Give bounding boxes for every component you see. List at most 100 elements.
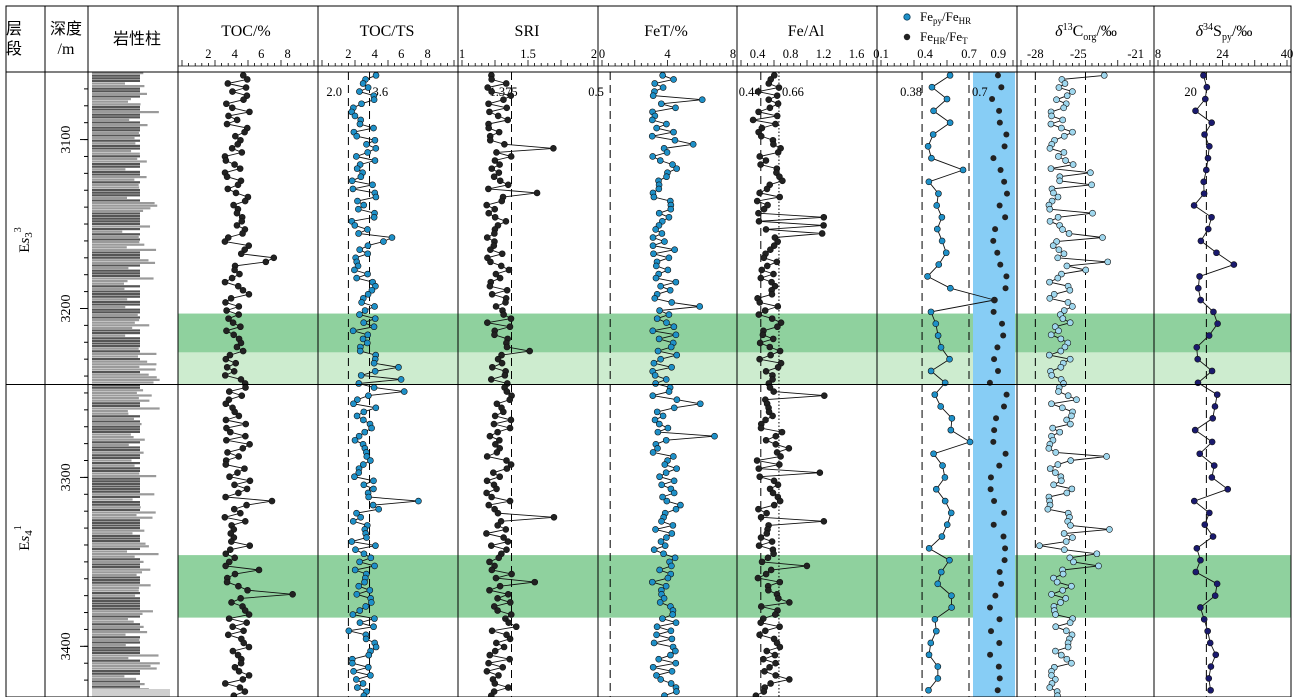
data-point-fe_spec	[937, 403, 945, 410]
lithology-layer	[92, 87, 140, 90]
data-point-fe_al	[756, 339, 764, 347]
data-point-d13c	[1036, 542, 1043, 549]
lithology-layer	[92, 77, 140, 80]
lithology-layer	[92, 571, 143, 574]
lithology-layer	[92, 209, 144, 212]
data-point-d13c	[1055, 327, 1062, 335]
data-point-fe_spec	[941, 474, 949, 481]
data-point-toc	[245, 643, 253, 651]
data-point-sri	[483, 668, 491, 675]
data-point-toc_ts	[400, 388, 408, 395]
lithology-layer	[92, 670, 140, 673]
data-point-fe_al	[766, 104, 774, 112]
data-point-sri	[507, 416, 515, 424]
lithology-layer	[92, 313, 138, 316]
lithology-layer	[92, 623, 140, 626]
data-point-fehr-fet	[996, 107, 1003, 114]
data-point-fet	[677, 501, 684, 509]
lithology-layer	[92, 501, 140, 504]
data-point-sri	[501, 140, 508, 148]
data-point-d34s	[1204, 154, 1212, 162]
lithology-layer	[92, 215, 140, 218]
data-point-sri	[495, 128, 503, 136]
lithology-layer	[92, 90, 140, 93]
data-point-d13c	[1048, 112, 1055, 120]
data-point-sri	[500, 408, 507, 416]
data-point-sri	[550, 513, 558, 521]
data-point-sri	[494, 595, 501, 602]
data-point-sri	[508, 570, 515, 578]
data-point-d13c	[1060, 250, 1068, 258]
data-point-sri	[531, 578, 539, 586]
data-point-fehr-fet	[987, 486, 994, 493]
lithology-layer	[92, 381, 154, 384]
data-point-fe_al	[776, 623, 783, 631]
data-point-sri	[494, 607, 501, 614]
reference-label: 0.5	[588, 85, 604, 99]
data-point-fe_al	[803, 562, 811, 570]
data-point-fet	[672, 647, 679, 655]
data-point-d13c	[1055, 153, 1062, 160]
data-point-fet	[648, 132, 656, 140]
data-point-d13c	[1058, 124, 1065, 132]
data-point-fet	[661, 461, 669, 468]
data-point-toc	[226, 351, 234, 359]
data-point-d13c	[1063, 627, 1070, 635]
data-point-sri	[506, 497, 514, 505]
data-point-toc	[242, 432, 249, 440]
lithology-layer	[92, 126, 140, 129]
reference-label: 0.44	[739, 85, 762, 99]
data-point-fe_al	[763, 509, 770, 517]
data-point-fe_al	[771, 611, 779, 618]
data-point-fet	[655, 185, 663, 193]
lithology-layer	[92, 516, 153, 519]
data-point-fehr-fet	[991, 427, 998, 434]
lithology-layer	[92, 657, 129, 660]
data-point-toc	[225, 315, 232, 322]
lithology-layer	[92, 689, 170, 697]
lithology-layer	[92, 467, 140, 470]
data-point-toc	[233, 209, 241, 217]
data-point-fe_spec	[933, 202, 941, 209]
data-point-toc_ts	[359, 80, 367, 87]
data-point-fe_al	[754, 574, 762, 582]
data-point-fe_spec	[947, 509, 955, 517]
data-point-fe_al	[786, 599, 793, 606]
data-point-fet	[657, 676, 665, 683]
data-point-fe_al	[820, 213, 828, 221]
data-point-d13c	[1060, 149, 1068, 156]
data-point-fe_al	[772, 659, 779, 667]
data-point-d13c	[1063, 655, 1071, 663]
data-point-fet	[659, 412, 667, 420]
lithology-layer	[92, 124, 148, 127]
lithology-layer	[92, 521, 140, 524]
lithology-layer	[92, 163, 140, 166]
data-point-fe_al	[772, 440, 780, 448]
data-point-d34s	[1207, 686, 1214, 694]
data-point-toc	[230, 201, 237, 209]
data-point-toc	[237, 339, 245, 347]
data-point-sri	[495, 554, 503, 562]
data-point-fe_al	[767, 246, 774, 254]
data-point-sri	[502, 299, 509, 306]
data-point-sri	[488, 165, 496, 172]
data-point-fe_spec	[925, 686, 932, 694]
data-point-sri	[506, 635, 514, 643]
data-point-toc	[255, 566, 263, 574]
data-point-toc	[231, 161, 238, 168]
lithology-layer	[92, 602, 140, 605]
lithology-layer	[92, 384, 140, 387]
lithology-layer	[92, 134, 140, 137]
data-point-fet	[653, 124, 660, 132]
lithology-layer	[92, 337, 140, 340]
data-point-fe_al	[775, 84, 783, 91]
data-point-fet	[670, 489, 678, 497]
data-point-fet	[663, 149, 671, 156]
data-point-fet	[671, 246, 678, 254]
data-point-d13c	[1089, 209, 1096, 217]
data-point-d13c	[1045, 445, 1053, 452]
data-point-fet	[654, 347, 662, 355]
data-point-toc	[221, 372, 229, 379]
x-tick-label: 24	[1216, 47, 1229, 61]
data-point-toc_ts	[354, 197, 361, 205]
